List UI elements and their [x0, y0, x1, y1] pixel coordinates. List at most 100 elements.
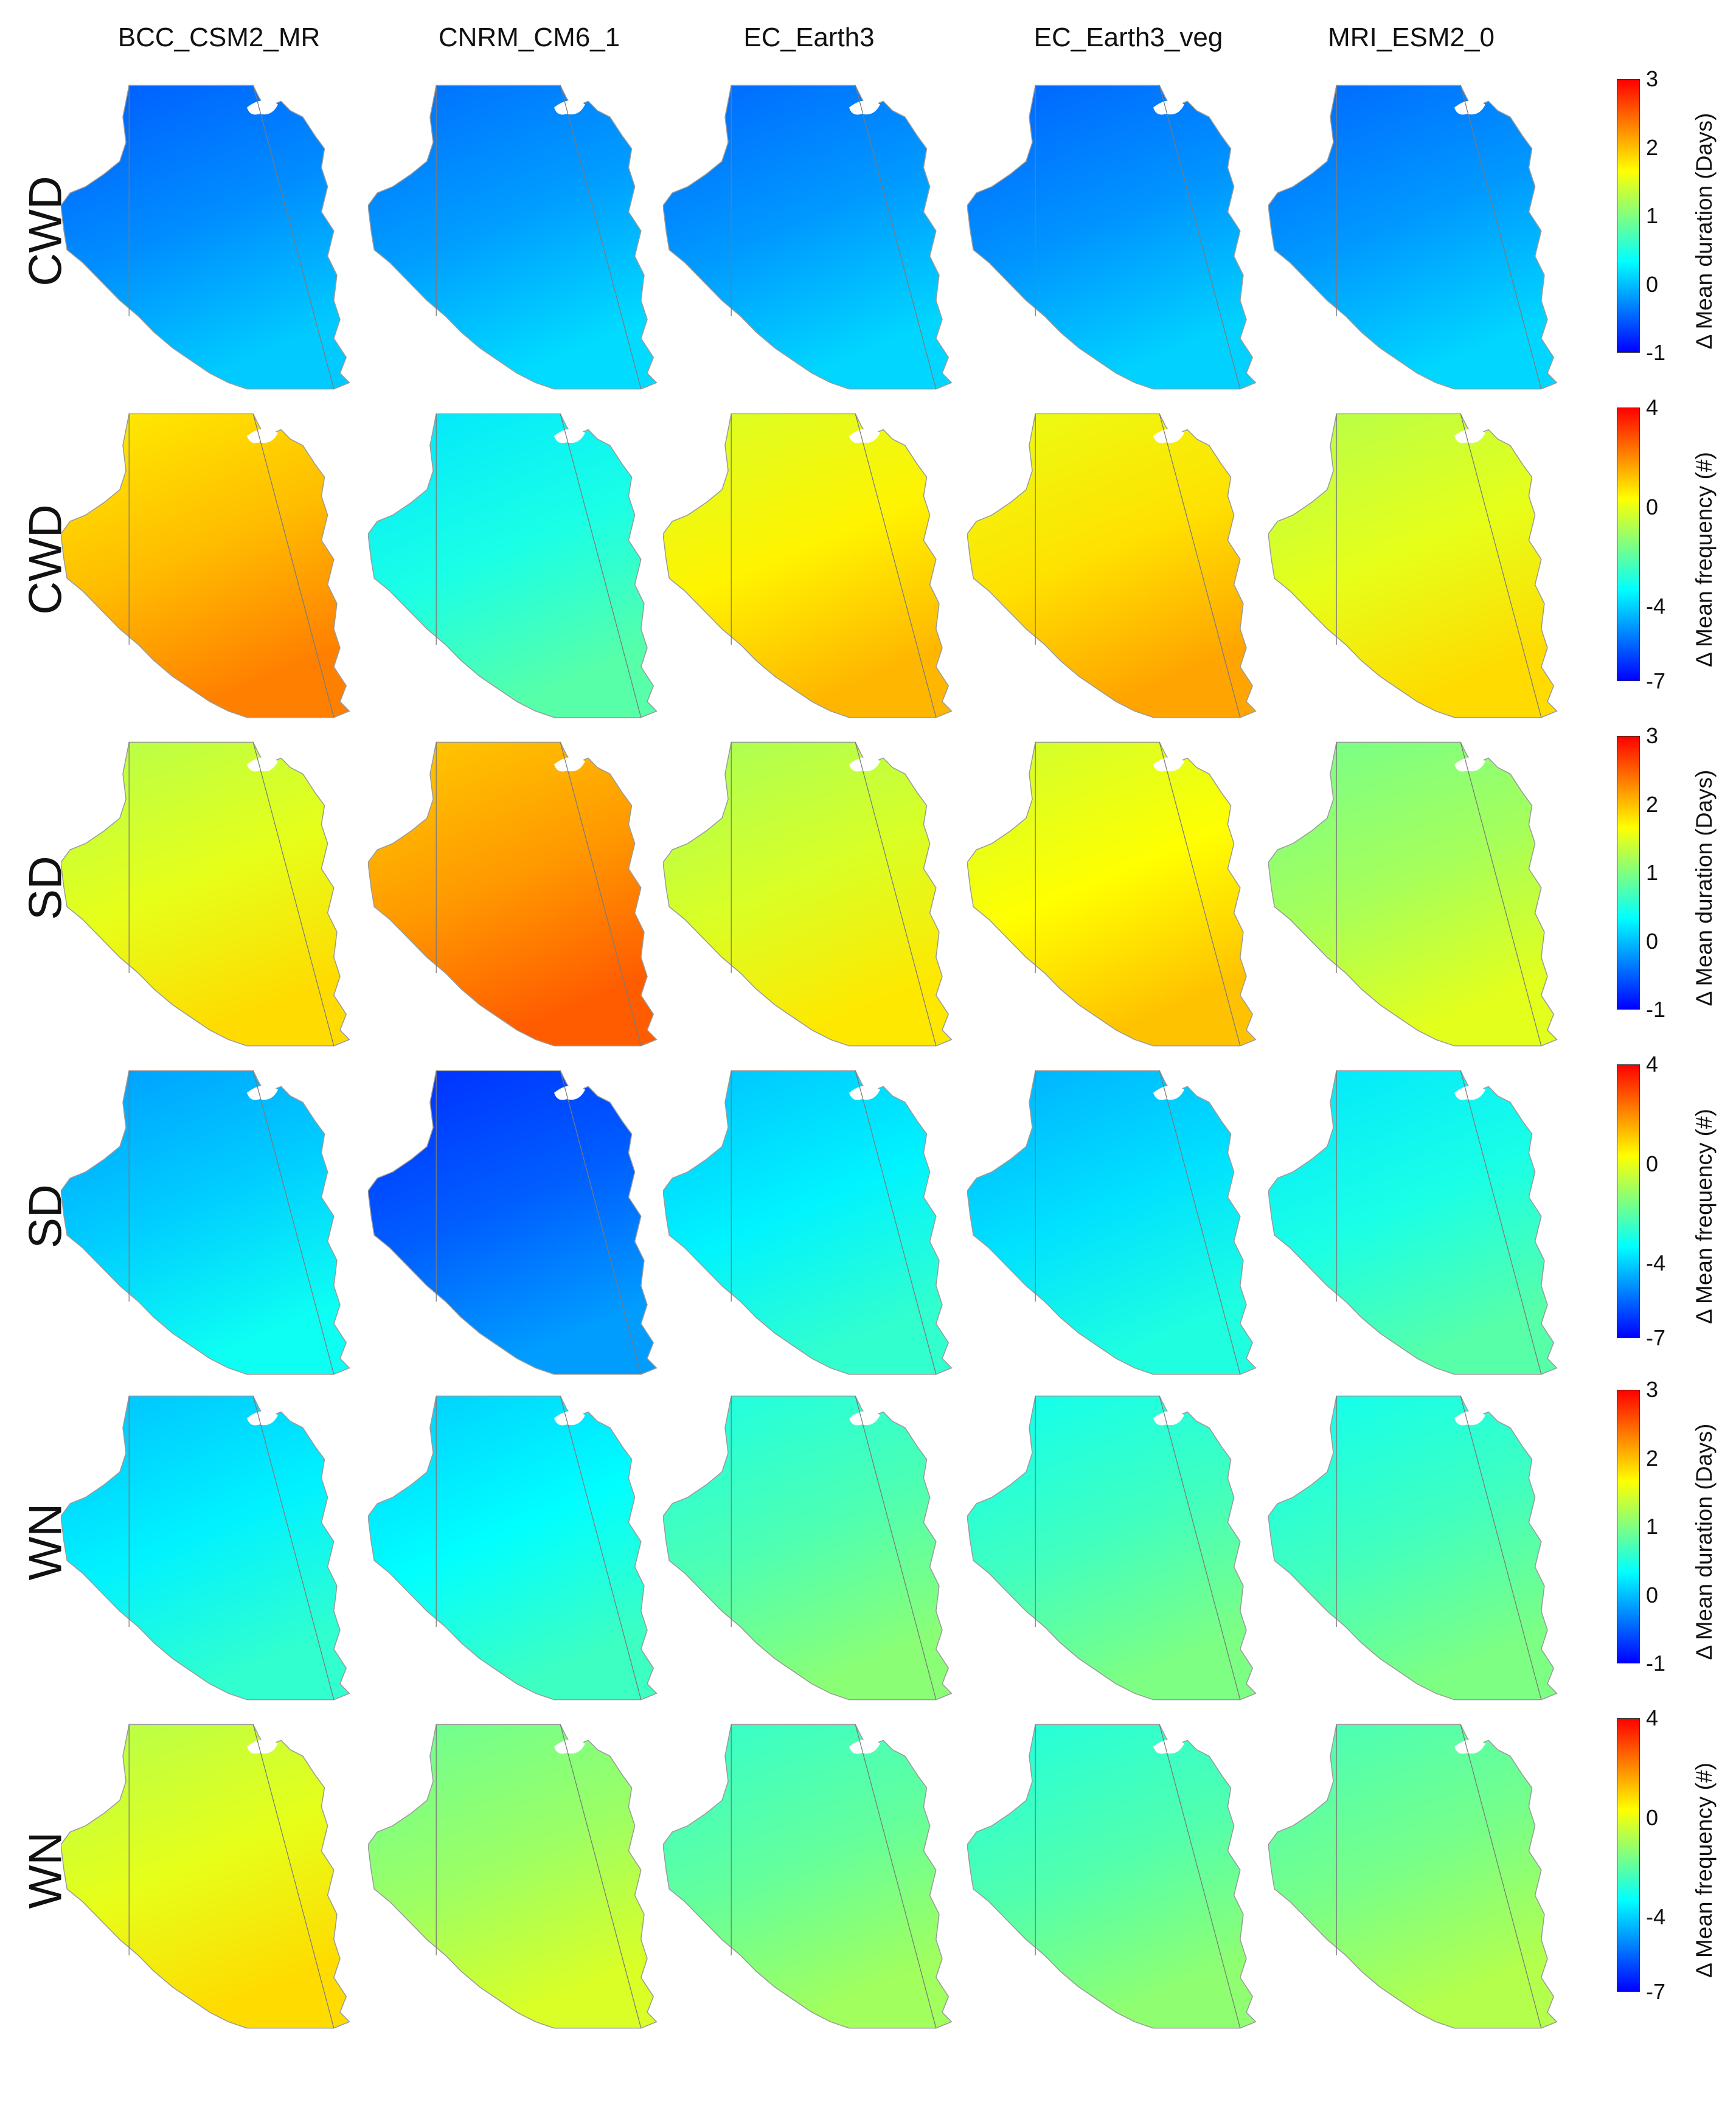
map-panel: [368, 79, 678, 395]
map-panel: [663, 1718, 973, 2034]
region-map: [61, 85, 350, 390]
province-boundary: [560, 414, 642, 718]
region-map: [1268, 1724, 1558, 2029]
province-boundary: [560, 1070, 642, 1375]
region-map: [663, 85, 953, 390]
map-panel: [663, 1390, 973, 1706]
province-boundary: [252, 1396, 335, 1700]
lake-shape: [1153, 1739, 1184, 1754]
region-map: [967, 85, 1257, 390]
colorbar-tick-label: 0: [1646, 1582, 1659, 1607]
colorbar-tick-label: 3: [1646, 66, 1659, 91]
region-fill: [663, 85, 953, 390]
colorbar: [1617, 736, 1640, 1010]
map-panel: [967, 736, 1277, 1052]
region-map: [663, 1395, 953, 1701]
province-boundary: [252, 1070, 335, 1375]
colorbar-tick-label: -7: [1646, 1325, 1666, 1350]
province-boundary: [252, 742, 335, 1046]
map-panel: [1268, 1064, 1578, 1381]
lake-shape: [1153, 1085, 1184, 1100]
colorbar: [1617, 1718, 1640, 1992]
colorbar-title-text: Δ Mean duration (Days): [1692, 113, 1717, 350]
region-fill: [61, 85, 350, 390]
region-map: [1268, 1395, 1558, 1701]
model-title: EC_Earth3: [743, 23, 875, 52]
lake-shape: [554, 1085, 585, 1100]
province-boundary: [560, 742, 642, 1046]
lake-shape: [849, 1085, 880, 1100]
map-panel: [967, 1718, 1277, 2034]
colorbar-title: Δ Mean frequency (#): [1686, 401, 1723, 718]
colorbar-tick-label: 0: [1646, 1805, 1659, 1830]
region-fill: [967, 413, 1257, 718]
region-fill: [368, 413, 658, 718]
lake-shape: [1153, 100, 1184, 115]
region-map: [1268, 741, 1558, 1047]
province-boundary: [1460, 414, 1542, 718]
region-map: [61, 1724, 350, 2029]
province-boundary: [560, 1724, 642, 2028]
region-map: [967, 413, 1257, 718]
colorbar-title: Δ Mean frequency (#): [1686, 1058, 1723, 1375]
map-panel: [368, 736, 678, 1052]
map-panel: [368, 407, 678, 724]
region-fill: [368, 1070, 658, 1375]
region-fill: [967, 1070, 1257, 1375]
lake-shape: [247, 1410, 278, 1426]
region-map: [1268, 85, 1558, 390]
region-fill: [1268, 413, 1558, 718]
region-fill: [663, 1070, 953, 1375]
colorbar-tick-label: -1: [1646, 340, 1666, 365]
lake-shape: [554, 428, 585, 443]
colorbar-tick-label: 0: [1646, 494, 1659, 519]
region-fill: [61, 1395, 350, 1701]
map-panel: [61, 79, 371, 395]
region-fill: [663, 1724, 953, 2029]
map-panel: [368, 1064, 678, 1381]
region-fill: [663, 741, 953, 1047]
map-panel: [663, 1064, 973, 1381]
colorbar-tick-label: 2: [1646, 791, 1659, 817]
colorbar-tick-label: 4: [1646, 1052, 1659, 1077]
lake-shape: [1454, 757, 1485, 772]
lake-shape: [554, 1410, 585, 1426]
region-fill: [368, 741, 658, 1047]
lake-shape: [554, 100, 585, 115]
colorbar-title: Δ Mean duration (Days): [1686, 73, 1723, 389]
colorbar-tick-label: 0: [1646, 271, 1659, 297]
region-map: [61, 1070, 350, 1375]
region-map: [1268, 413, 1558, 718]
colorbar-title-text: Δ Mean duration (Days): [1692, 1423, 1717, 1660]
map-panel: [663, 407, 973, 724]
map-panel: [61, 1390, 371, 1706]
region-fill: [61, 741, 350, 1047]
lake-shape: [554, 757, 585, 772]
region-fill: [368, 85, 658, 390]
colorbar: [1617, 1064, 1640, 1338]
region-map: [663, 413, 953, 718]
lake-shape: [849, 100, 880, 115]
lake-shape: [247, 100, 278, 115]
province-boundary: [855, 742, 937, 1046]
region-fill: [1268, 1395, 1558, 1701]
colorbar-tick-label: 2: [1646, 1445, 1659, 1471]
colorbar-title: Δ Mean frequency (#): [1686, 1712, 1723, 2028]
map-panel: [368, 1390, 678, 1706]
region-map: [368, 85, 658, 390]
lake-shape: [1454, 428, 1485, 443]
colorbar-tick-label: 4: [1646, 1705, 1659, 1730]
province-boundary: [1159, 742, 1241, 1046]
colorbar-tick-label: -4: [1646, 594, 1666, 619]
lake-shape: [247, 757, 278, 772]
map-panel: [1268, 1718, 1578, 2034]
map-panel: [1268, 407, 1578, 724]
colorbar-tick-label: 2: [1646, 134, 1659, 160]
region-map: [61, 413, 350, 718]
map-panel: [368, 1718, 678, 2034]
lake-shape: [247, 1739, 278, 1754]
region-map: [61, 741, 350, 1047]
region-fill: [1268, 741, 1558, 1047]
map-panel: [61, 407, 371, 724]
